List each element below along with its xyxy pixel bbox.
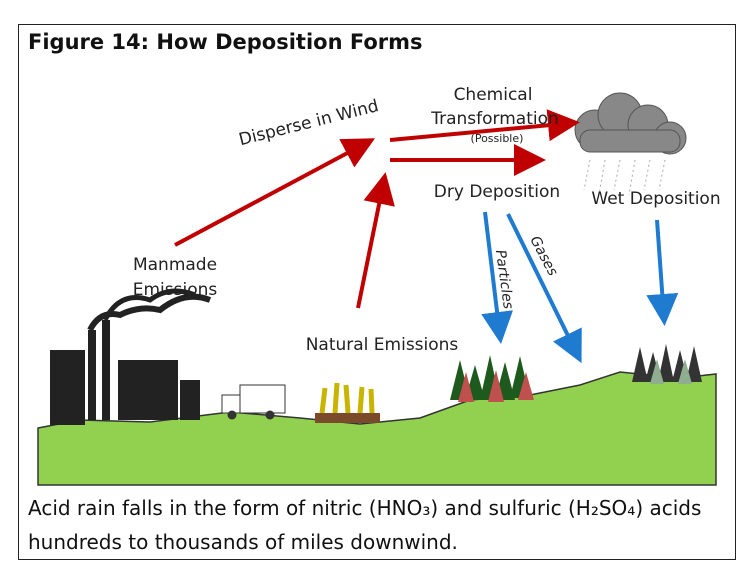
factory bbox=[50, 288, 212, 425]
label: Gases bbox=[526, 234, 560, 279]
red-arrows bbox=[174, 109, 580, 309]
crops bbox=[315, 382, 380, 423]
blue-arrows bbox=[481, 211, 679, 364]
label: Natural Emissions bbox=[306, 335, 459, 355]
label: Emissions bbox=[133, 280, 218, 300]
label: Chemical bbox=[454, 85, 533, 105]
caption: Acid rain falls in the form of nitric (H… bbox=[28, 496, 702, 554]
label: Manmade bbox=[133, 255, 217, 275]
illustration: Disperse in Wind Chemical Transformation… bbox=[37, 85, 721, 486]
truck bbox=[221, 384, 286, 420]
forest-near bbox=[450, 355, 534, 402]
cloud bbox=[574, 92, 687, 196]
label: (Possible) bbox=[471, 132, 524, 145]
forest-far bbox=[632, 344, 702, 384]
label: Wet Deposition bbox=[591, 189, 720, 209]
label: Dry Deposition bbox=[434, 182, 560, 202]
figure-title: Figure 14: How Deposition Forms bbox=[28, 30, 423, 54]
label: Transformation bbox=[430, 109, 559, 129]
label: Disperse in Wind bbox=[237, 96, 381, 150]
figure-frame bbox=[18, 24, 736, 560]
